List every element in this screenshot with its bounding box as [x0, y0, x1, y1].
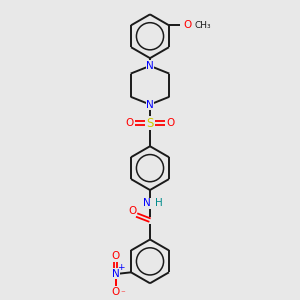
Text: O: O	[112, 250, 120, 261]
Text: O: O	[184, 20, 192, 30]
Text: O: O	[125, 118, 134, 128]
Text: CH₃: CH₃	[194, 21, 211, 30]
Text: O: O	[167, 118, 175, 128]
Text: ⁻: ⁻	[120, 290, 125, 299]
Text: N: N	[112, 268, 119, 279]
Text: S: S	[146, 117, 154, 130]
Text: +: +	[118, 263, 125, 272]
Text: N: N	[146, 100, 154, 110]
Text: O: O	[129, 206, 137, 216]
Text: O: O	[112, 286, 120, 297]
Text: N: N	[143, 198, 151, 208]
Text: H: H	[155, 198, 163, 208]
Text: N: N	[146, 61, 154, 71]
